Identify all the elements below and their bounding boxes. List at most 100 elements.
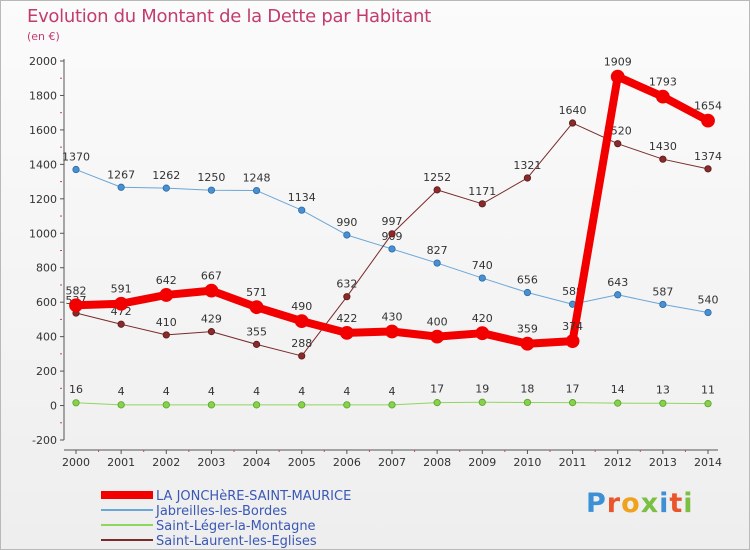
- data-label: 1430: [649, 140, 677, 153]
- x-tick-label: 2008: [423, 456, 451, 469]
- data-point: [72, 399, 80, 407]
- data-label: 288: [291, 337, 312, 350]
- data-point: [388, 230, 396, 238]
- x-tick-label: 2005: [288, 456, 316, 469]
- data-label: 1250: [197, 171, 225, 184]
- data-point: [704, 165, 712, 173]
- data-point: [478, 274, 486, 282]
- data-label: 4: [163, 385, 170, 398]
- data-point: [475, 326, 490, 341]
- data-label: 11: [701, 384, 715, 397]
- data-point: [388, 245, 396, 253]
- data-point: [655, 89, 670, 104]
- x-tick-label: 2013: [649, 456, 677, 469]
- y-tick-label: 400: [36, 331, 57, 344]
- data-label: 4: [343, 385, 350, 398]
- data-label: 359: [517, 323, 538, 336]
- data-point: [298, 206, 306, 214]
- data-point: [162, 331, 170, 339]
- x-tick-label: 2004: [243, 456, 271, 469]
- y-tick-label: 1800: [29, 89, 57, 102]
- data-label: 642: [156, 274, 177, 287]
- data-label: 1370: [62, 151, 90, 164]
- data-label: 1262: [152, 169, 180, 182]
- data-point: [162, 184, 170, 192]
- data-point: [433, 186, 441, 194]
- data-label: 410: [156, 316, 177, 329]
- data-point: [614, 291, 622, 299]
- y-tick-label: 1200: [29, 193, 57, 206]
- x-tick-label: 2007: [378, 456, 406, 469]
- data-point: [298, 401, 306, 409]
- data-point: [614, 140, 622, 148]
- data-point: [252, 340, 261, 348]
- data-label: 430: [382, 310, 403, 323]
- data-point: [704, 400, 712, 408]
- data-label: 18: [520, 382, 534, 395]
- y-tick-label: -200: [32, 434, 57, 447]
- data-point: [704, 308, 712, 317]
- data-point: [523, 288, 532, 297]
- data-label: 420: [472, 312, 493, 325]
- legend-label: Jabreilles-les-Bordes: [155, 504, 287, 519]
- data-point: [659, 155, 667, 163]
- x-tick-label: 2002: [152, 456, 180, 469]
- x-tick-label: 2000: [62, 456, 90, 469]
- y-tick-label: 2000: [29, 55, 57, 68]
- data-point: [159, 288, 174, 302]
- x-tick-label: 2012: [604, 456, 632, 469]
- data-label: 1252: [423, 171, 451, 184]
- legend-label: LA JONCHèRE-SAINT-MAURICE: [156, 489, 351, 504]
- x-tick-label: 2006: [333, 456, 361, 469]
- x-tick-label: 2014: [694, 456, 722, 469]
- x-tick-label: 2009: [468, 456, 496, 469]
- data-label: 643: [607, 276, 628, 289]
- data-label: 429: [201, 313, 222, 326]
- data-label: 1248: [243, 172, 271, 185]
- data-label: 19: [475, 382, 489, 395]
- x-tick-label: 2010: [513, 456, 541, 469]
- data-label: 990: [336, 216, 357, 229]
- data-label: 4: [208, 385, 215, 398]
- proxiti-logo: Proxiti: [586, 488, 694, 519]
- data-label: 571: [246, 286, 267, 299]
- y-tick-label: 1600: [29, 124, 57, 137]
- data-point: [114, 296, 129, 311]
- data-label: 591: [111, 283, 132, 296]
- data-point: [478, 200, 486, 208]
- data-label: 400: [427, 316, 448, 329]
- data-label: 16: [69, 383, 83, 396]
- data-label: 582: [66, 284, 87, 297]
- data-point: [69, 298, 83, 313]
- data-point: [162, 401, 170, 409]
- series-line: [75, 72, 710, 348]
- data-label: 472: [111, 305, 132, 318]
- data-label: 632: [336, 278, 357, 291]
- data-label: 827: [427, 244, 448, 257]
- data-label: 1134: [288, 191, 316, 204]
- data-point: [520, 336, 535, 351]
- data-point: [659, 399, 667, 407]
- data-point: [343, 293, 351, 301]
- data-point: [252, 186, 261, 195]
- data-point: [339, 325, 354, 340]
- y-tick-label: 1400: [29, 158, 57, 171]
- data-label: 1171: [468, 185, 496, 198]
- data-label: 13: [656, 383, 670, 396]
- chart-subtitle: (en €): [27, 30, 60, 43]
- data-point: [610, 69, 625, 84]
- data-point: [252, 401, 261, 409]
- data-label: 4: [118, 385, 125, 398]
- data-label: 667: [201, 270, 222, 283]
- data-point: [298, 352, 306, 360]
- data-label: 1640: [559, 104, 587, 117]
- data-point: [388, 401, 396, 409]
- data-label: 1654: [694, 100, 722, 113]
- data-point: [568, 399, 577, 407]
- data-point: [207, 186, 216, 194]
- data-label: 4: [298, 385, 305, 398]
- data-point: [614, 399, 622, 407]
- data-point: [207, 328, 216, 336]
